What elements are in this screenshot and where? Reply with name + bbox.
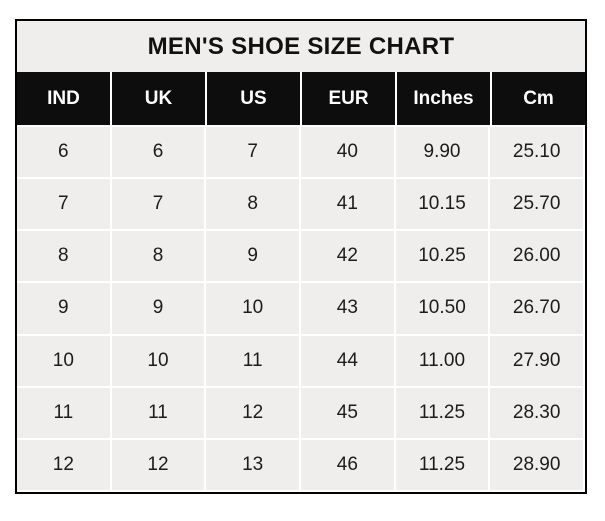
table-cell: 9 <box>111 283 205 334</box>
table-cell: 28.30 <box>490 387 583 438</box>
table-cell: 11 <box>206 335 299 386</box>
table-row: 11 11 12 45 11.25 28.30 <box>17 387 583 438</box>
table-cell: 10.15 <box>395 179 489 230</box>
table-row: 7 7 8 41 10.15 25.70 <box>17 179 583 230</box>
table-cell: 42 <box>300 231 394 282</box>
column-header-eur: EUR <box>302 72 395 125</box>
table-cell: 6 <box>17 127 110 178</box>
table-cell: 7 <box>17 179 110 230</box>
table-cell: 40 <box>300 127 394 178</box>
table-cell: 41 <box>300 179 394 230</box>
table-cell: 11 <box>17 387 110 438</box>
table-cell: 6 <box>111 127 205 178</box>
table-cell: 8 <box>111 231 205 282</box>
table-cell: 11.00 <box>395 335 489 386</box>
table-cell: 13 <box>206 439 299 490</box>
table-cell: 27.90 <box>490 335 583 386</box>
table-cell: 9 <box>17 283 110 334</box>
table-cell: 7 <box>111 179 205 230</box>
table-cell: 12 <box>206 387 299 438</box>
column-header-inches: Inches <box>397 72 490 125</box>
table-row: 8 8 9 42 10.25 26.00 <box>17 231 583 282</box>
table-cell: 8 <box>17 231 110 282</box>
table-cell: 11.25 <box>395 439 489 490</box>
table-cell: 10 <box>206 283 299 334</box>
column-header-uk: UK <box>112 72 205 125</box>
table-cell: 46 <box>300 439 394 490</box>
table-header-row: IND UK US EUR Inches Cm <box>17 72 585 125</box>
table-cell: 8 <box>206 179 299 230</box>
column-header-us: US <box>207 72 300 125</box>
table-cell: 9 <box>206 231 299 282</box>
table-cell: 25.10 <box>490 127 583 178</box>
chart-title: MEN'S SHOE SIZE CHART <box>17 21 585 72</box>
table-cell: 10.25 <box>395 231 489 282</box>
column-header-ind: IND <box>17 72 110 125</box>
table-cell: 10.50 <box>395 283 489 334</box>
column-header-cm: Cm <box>492 72 585 125</box>
table-cell: 9.90 <box>395 127 489 178</box>
table-cell: 44 <box>300 335 394 386</box>
table-cell: 12 <box>17 439 110 490</box>
table-cell: 28.90 <box>490 439 583 490</box>
table-cell: 25.70 <box>490 179 583 230</box>
table-cell: 45 <box>300 387 394 438</box>
table-cell: 43 <box>300 283 394 334</box>
table-cell: 11 <box>111 387 205 438</box>
table-row: 12 12 13 46 11.25 28.90 <box>17 439 583 490</box>
table-cell: 7 <box>206 127 299 178</box>
table-cell: 10 <box>17 335 110 386</box>
table-cell: 11.25 <box>395 387 489 438</box>
table-row: 9 9 10 43 10.50 26.70 <box>17 283 583 334</box>
table-row: 10 10 11 44 11.00 27.90 <box>17 335 583 386</box>
table-cell: 10 <box>111 335 205 386</box>
table-cell: 12 <box>111 439 205 490</box>
shoe-size-chart: MEN'S SHOE SIZE CHART IND UK US EUR Inches Cm… <box>15 19 587 494</box>
table-body: 6 6 7 40 9.90 25.10 7 7 8 41 10.15 25.70 8 8 9 42 10.25 2… <box>17 125 585 492</box>
table-row: 6 6 7 40 9.90 25.10 <box>17 127 583 178</box>
table-cell: 26.70 <box>490 283 583 334</box>
table-cell: 26.00 <box>490 231 583 282</box>
